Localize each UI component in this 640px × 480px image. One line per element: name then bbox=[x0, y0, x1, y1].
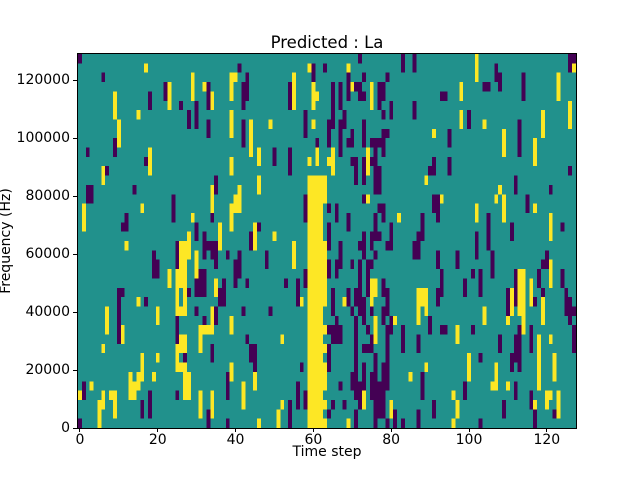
y-tick-mark bbox=[73, 427, 77, 429]
y-tick-label: 40000 bbox=[25, 304, 70, 321]
chart-title: Predicted : La bbox=[270, 33, 384, 52]
x-tick-mark bbox=[157, 428, 159, 432]
y-tick-label: 120000 bbox=[16, 72, 70, 89]
x-tick-label: 60 bbox=[304, 432, 323, 448]
x-tick-label: 120 bbox=[533, 432, 561, 448]
y-tick-label: 0 bbox=[61, 420, 70, 436]
y-tick-mark bbox=[73, 253, 77, 255]
y-tick-mark bbox=[73, 79, 77, 81]
y-tick-label: 80000 bbox=[25, 188, 70, 205]
x-tick-mark bbox=[468, 428, 470, 432]
x-tick-label: 0 bbox=[75, 432, 85, 448]
heatmap-image bbox=[78, 54, 576, 428]
x-tick-mark bbox=[235, 428, 237, 432]
y-tick-mark bbox=[73, 137, 77, 139]
x-tick-label: 80 bbox=[382, 432, 401, 448]
x-tick-label: 40 bbox=[226, 432, 245, 448]
y-tick-mark bbox=[73, 195, 77, 197]
x-axis-label: Time step bbox=[292, 444, 362, 460]
x-tick-mark bbox=[79, 428, 81, 432]
y-tick-label: 60000 bbox=[25, 246, 70, 263]
x-tick-label: 20 bbox=[148, 432, 167, 448]
y-tick-label: 20000 bbox=[25, 362, 70, 378]
x-tick-mark bbox=[546, 428, 548, 432]
plot-area bbox=[77, 53, 577, 429]
y-tick-mark bbox=[73, 369, 77, 371]
x-tick-mark bbox=[390, 428, 392, 432]
y-tick-mark bbox=[73, 311, 77, 313]
y-tick-label: 100000 bbox=[16, 130, 70, 147]
x-tick-label: 100 bbox=[455, 432, 483, 448]
y-axis-label-text: Frequency (Hz) bbox=[0, 188, 14, 294]
x-tick-mark bbox=[312, 428, 314, 432]
